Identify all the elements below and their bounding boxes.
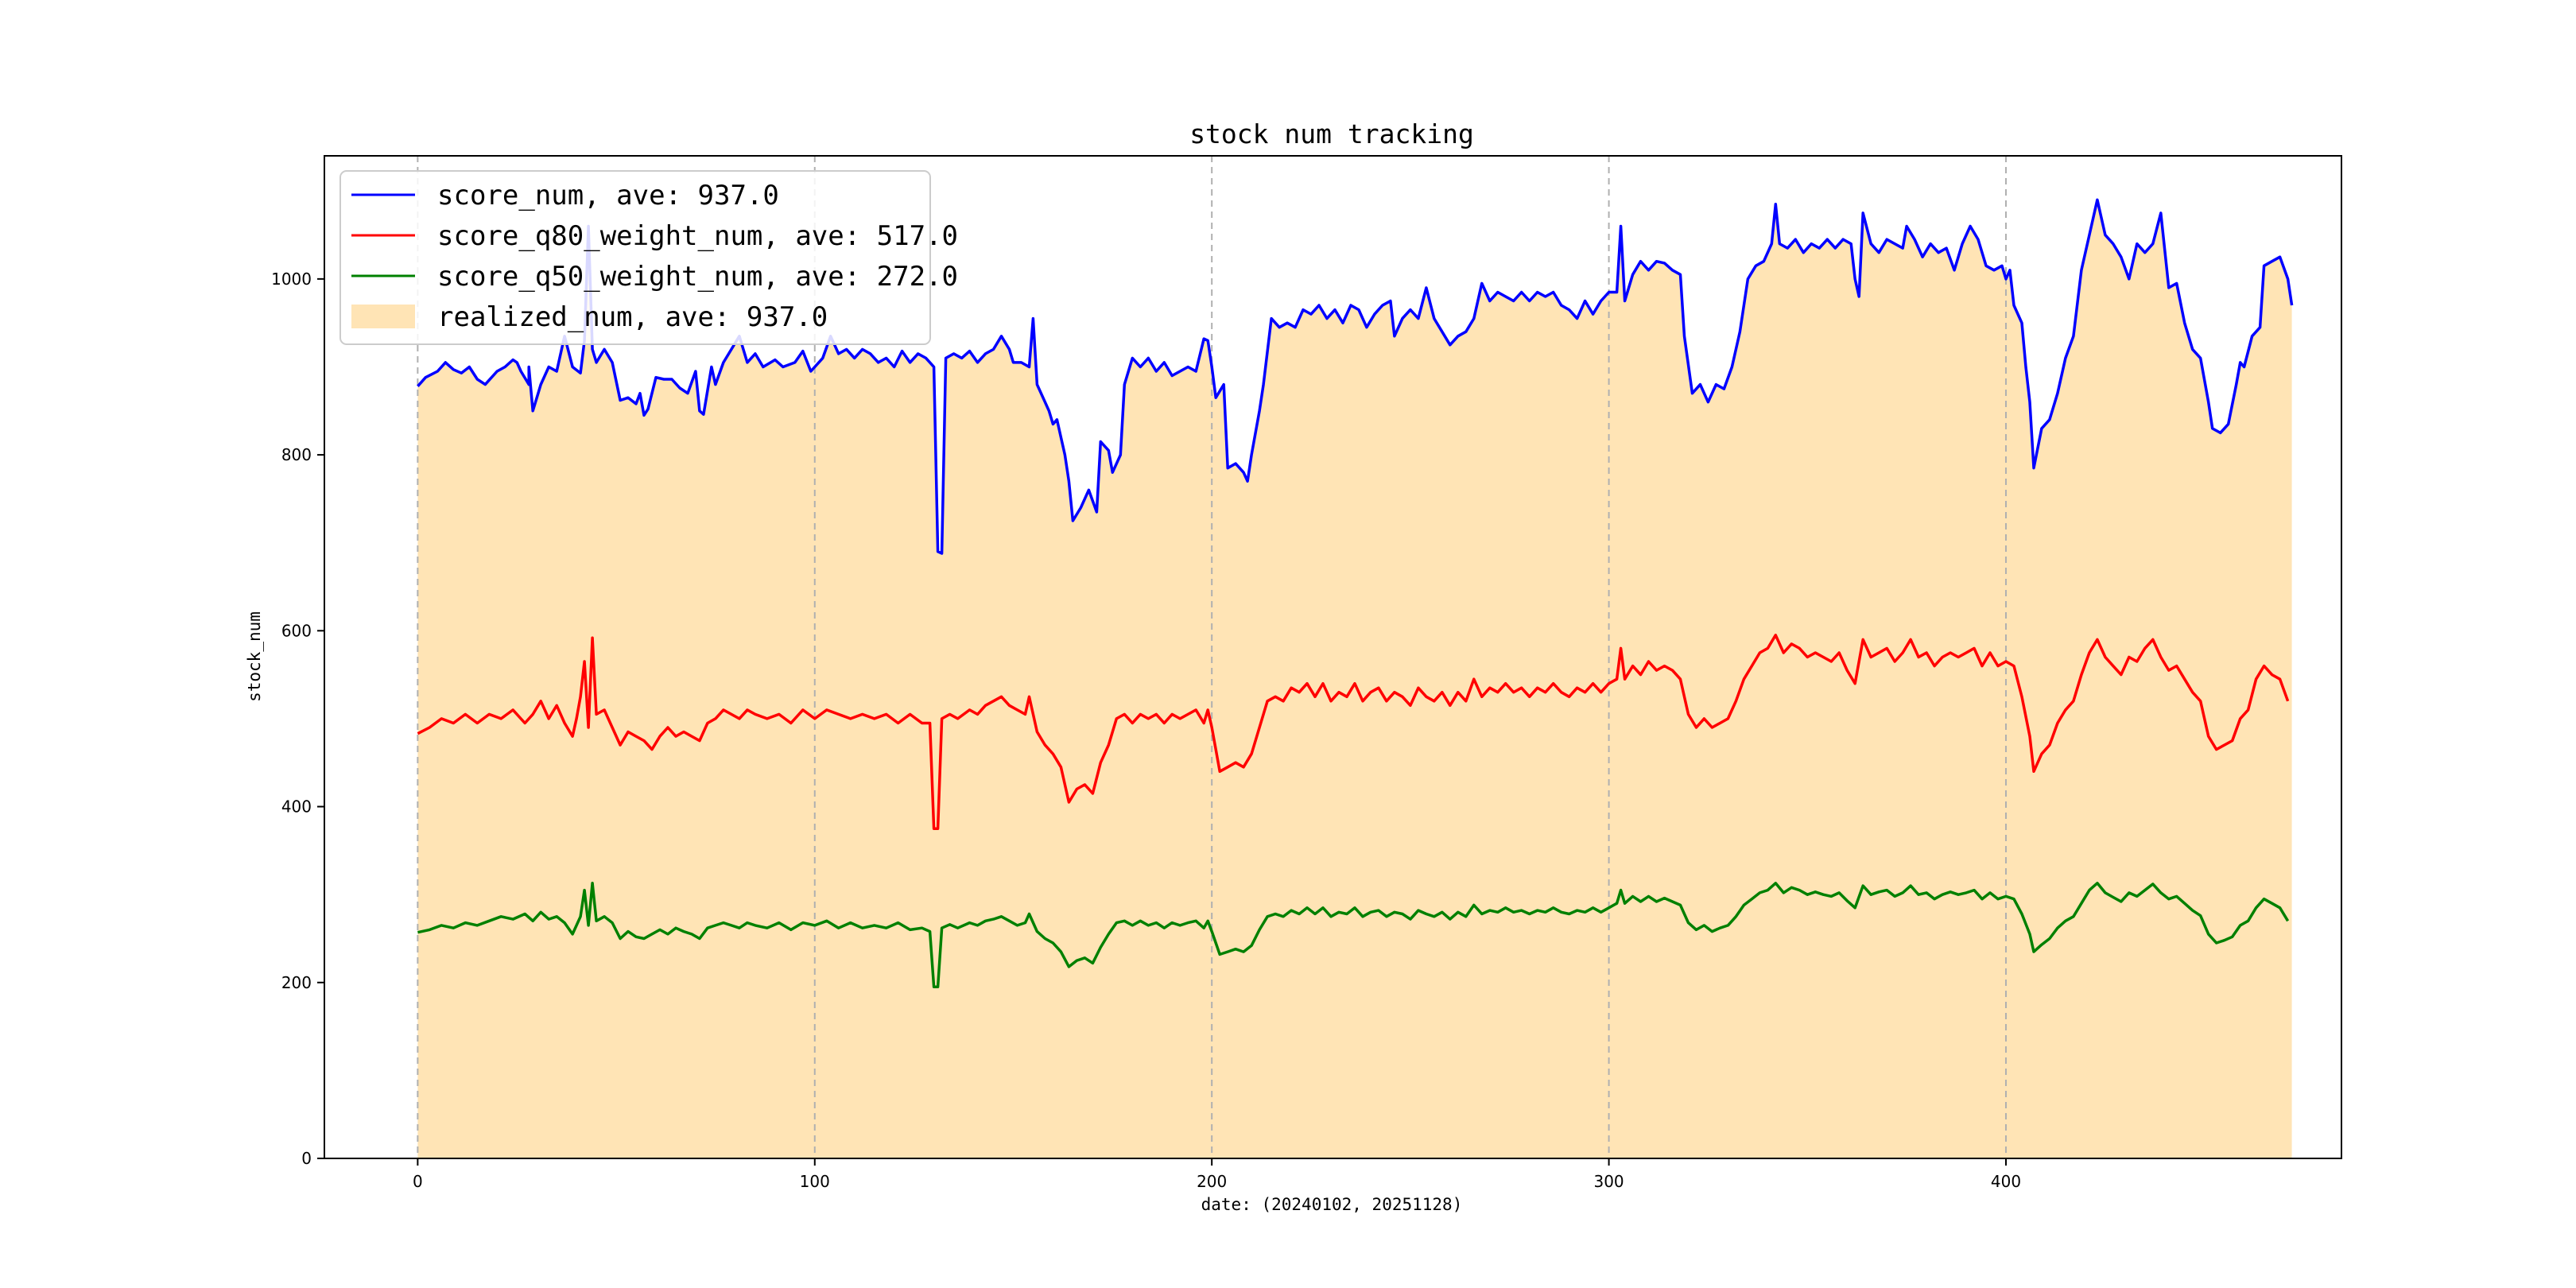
legend-box [339,170,931,345]
plot-area [417,156,2294,1158]
series-line-score-q80-weight-num [417,634,2290,830]
plot-frame [324,155,2342,1159]
line-layer [417,198,2294,989]
y-tick-label: 600 [281,621,312,640]
chart-title: stock num tracking [1189,118,1474,149]
legend-swatch-realized [351,305,415,328]
y-tick-label: 1000 [271,270,312,289]
legend-label-score-q80: score_q80_weight_num, ave: 517.0 [437,220,958,252]
series-line-score-q50-weight-num [417,882,2290,989]
x-tick-label: 100 [800,1172,830,1191]
y-tick-label: 200 [281,973,312,992]
series-area-realized-num [417,200,2292,1158]
x-axis-label: date: (20240102, 20251128) [1201,1195,1463,1214]
y-tick-label: 400 [281,797,312,817]
legend: score_num, ave: 937.0 score_q80_weight_n… [339,170,958,345]
x-tick-label: 300 [1593,1172,1624,1191]
y-tick-label: 800 [281,445,312,464]
x-tick-label: 200 [1197,1172,1227,1191]
y-tick-label: 0 [301,1149,312,1168]
legend-label-score-num: score_num, ave: 937.0 [437,180,779,211]
series-line-score-num [417,198,2294,555]
area-layer [417,200,2292,1158]
y-axis-label: stock_num [245,611,264,702]
x-axis: 0 100 200 300 400 [413,1158,2021,1191]
legend-label-score-q50: score_q50_weight_num, ave: 272.0 [437,261,958,293]
y-axis: 0 200 400 600 800 1000 [271,270,324,1168]
x-tick-label: 400 [1991,1172,2021,1191]
legend-label-realized: realized_num, ave: 937.0 [437,301,828,333]
x-tick-label: 0 [413,1172,423,1191]
